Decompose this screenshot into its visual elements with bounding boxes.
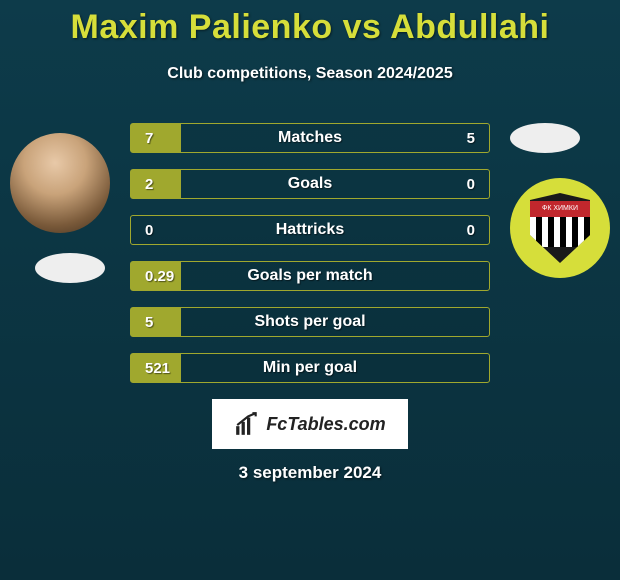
brand-box[interactable]: FcTables.com [212,399,408,449]
stat-label: Goals per match [131,267,489,285]
stat-label: Hattricks [131,221,489,239]
stat-value-right: 0 [467,176,475,193]
brand-text: FcTables.com [266,414,385,435]
stat-label: Goals [131,175,489,193]
stat-row: 2Goals0 [130,169,490,199]
stat-value-right: 5 [467,130,475,147]
stat-value-right: 0 [467,222,475,239]
stat-label: Shots per goal [131,313,489,331]
player-right-small-badge [510,123,580,153]
stat-label: Min per goal [131,359,489,377]
subtitle: Club competitions, Season 2024/2025 [0,65,620,83]
stat-row: 521Min per goal [130,353,490,383]
shield-icon: ФК ХИМКИ [530,193,590,263]
fctables-logo-icon [234,411,260,437]
shield-band-text: ФК ХИМКИ [530,201,590,217]
comparison-panel: ФК ХИМКИ 7Matches52Goals00Hattricks00.29… [0,123,620,483]
player-left-avatar [10,133,110,233]
stat-row: 0.29Goals per match [130,261,490,291]
stat-row: 7Matches5 [130,123,490,153]
player-right-club-badge: ФК ХИМКИ [510,178,610,278]
shield-stripes [530,217,590,247]
stat-row: 5Shots per goal [130,307,490,337]
date-text: 3 september 2024 [0,463,620,483]
stat-label: Matches [131,129,489,147]
player-left-club-badge [35,253,105,283]
stat-row: 0Hattricks0 [130,215,490,245]
stats-bars: 7Matches52Goals00Hattricks00.29Goals per… [130,123,490,383]
page-title: Maxim Palienko vs Abdullahi [0,0,620,47]
